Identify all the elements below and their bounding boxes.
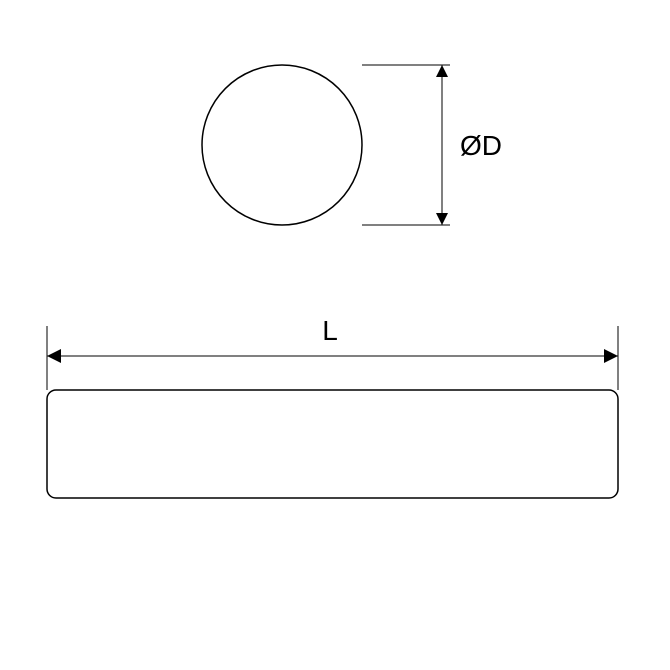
length-arrow-right bbox=[604, 349, 618, 363]
diameter-arrow-bottom bbox=[436, 213, 448, 225]
diameter-label: ØD bbox=[460, 130, 502, 161]
diameter-arrow-top bbox=[436, 65, 448, 77]
side-view-rod bbox=[47, 390, 618, 498]
length-label: L bbox=[322, 315, 338, 346]
technical-drawing: ØD L bbox=[0, 0, 670, 670]
length-arrow-left bbox=[47, 349, 61, 363]
cross-section-circle bbox=[202, 65, 362, 225]
